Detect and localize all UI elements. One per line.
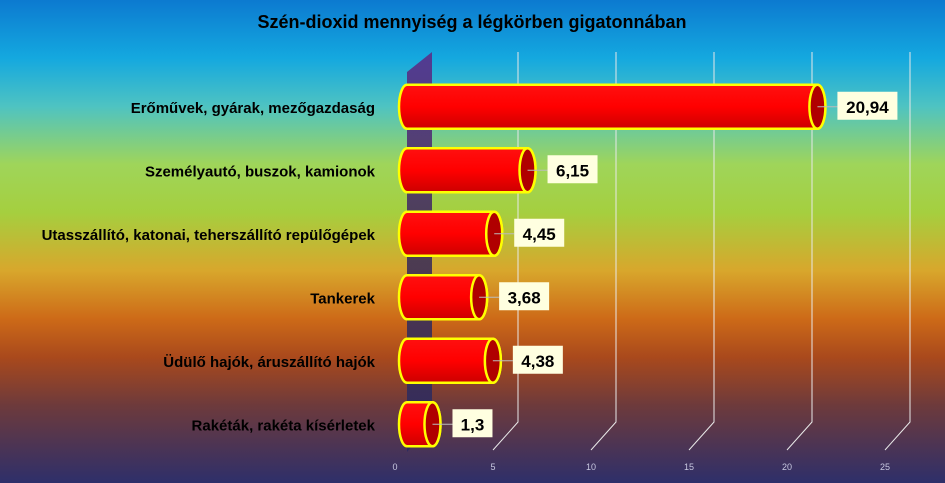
category-labels: Erőművek, gyárak, mezőgazdaság Személyaut… bbox=[42, 100, 376, 435]
bar-body bbox=[397, 147, 537, 194]
data-label-box bbox=[547, 155, 598, 184]
data-label: 3,68 bbox=[508, 288, 541, 307]
chart-title: Szén-dioxid mennyiség a légkörben gigato… bbox=[257, 12, 686, 32]
data-labels: 20,94 6,15 4,45 3,68 4,38 1,3 bbox=[432, 91, 898, 438]
bars bbox=[397, 83, 827, 448]
data-label: 20,94 bbox=[846, 98, 889, 117]
gridline bbox=[884, 52, 911, 451]
x-tick-label: 0 bbox=[392, 462, 397, 472]
data-label-box bbox=[837, 91, 898, 120]
data-label: 6,15 bbox=[556, 161, 589, 180]
data-label-box bbox=[499, 282, 550, 311]
category-label: Utasszállító, katonai, teherszállító rep… bbox=[42, 227, 376, 244]
data-label: 4,38 bbox=[521, 352, 554, 371]
bar bbox=[397, 274, 489, 321]
category-label: Tankerek bbox=[310, 290, 375, 307]
x-axis: 0 5 10 15 20 25 bbox=[392, 462, 890, 472]
data-label: 1,3 bbox=[461, 415, 485, 434]
category-label: Személyautó, buszok, kamionok bbox=[145, 163, 376, 180]
bar bbox=[397, 337, 503, 384]
gridline bbox=[590, 52, 617, 451]
data-label-box bbox=[512, 345, 563, 374]
data-label-box bbox=[452, 409, 493, 438]
bar bbox=[397, 210, 504, 257]
gridline bbox=[688, 52, 715, 451]
x-tick-label: 5 bbox=[490, 462, 495, 472]
bar bbox=[397, 83, 827, 130]
x-tick-label: 10 bbox=[586, 462, 596, 472]
x-tick-label: 20 bbox=[782, 462, 792, 472]
x-tick-label: 25 bbox=[880, 462, 890, 472]
category-label: Erőművek, gyárak, mezőgazdaság bbox=[131, 100, 375, 117]
gridline bbox=[786, 52, 813, 451]
bar-body bbox=[397, 83, 827, 130]
category-label: Üdülő hajók, áruszállító hajók bbox=[163, 354, 375, 371]
x-tick-label: 15 bbox=[684, 462, 694, 472]
data-label: 4,45 bbox=[523, 225, 556, 244]
bar bbox=[397, 147, 537, 194]
category-label: Rakéták, rakéta kísérletek bbox=[192, 417, 376, 434]
data-label-box bbox=[514, 218, 565, 247]
